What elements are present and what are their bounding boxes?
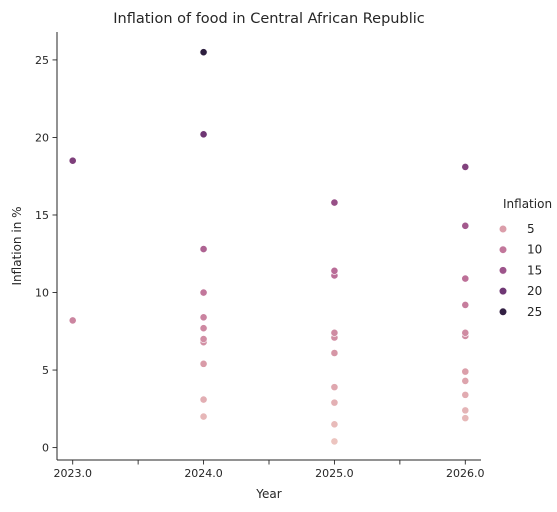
data-point: [461, 274, 470, 283]
data-point: [199, 313, 208, 322]
data-points: [68, 48, 470, 446]
y-tick-label: 10: [35, 287, 49, 300]
data-point: [330, 383, 339, 392]
plot-area: 2023.0 2024.0 2025.0 2026.0 0 5 10 15 20 25: [35, 32, 485, 480]
data-point: [461, 163, 470, 171]
legend-marker: [498, 245, 508, 254]
legend-marker: [498, 266, 508, 275]
legend-label: 20: [527, 284, 542, 298]
chart-title: Inflation of food in Central African Rep…: [113, 11, 425, 27]
y-tick-label: 0: [42, 442, 49, 455]
legend-marker: [498, 224, 508, 234]
y-tick-label: 25: [35, 54, 49, 67]
data-point: [461, 328, 470, 337]
legend-label: 10: [527, 243, 542, 257]
legend: Inflation 5 10 15 20 25: [498, 197, 552, 319]
data-point: [330, 437, 339, 446]
data-point: [330, 198, 339, 207]
x-tick-label: 2023.0: [53, 467, 92, 480]
data-point: [461, 390, 470, 399]
data-point: [461, 367, 470, 376]
data-point: [330, 349, 339, 357]
legend-marker: [498, 287, 508, 296]
data-point: [68, 316, 77, 325]
y-tick-label: 5: [42, 364, 49, 377]
data-point: [199, 412, 208, 421]
x-tick-label: 2025.0: [315, 467, 354, 480]
data-point: [199, 324, 208, 333]
legend-label: 25: [527, 305, 542, 319]
data-point: [199, 359, 208, 368]
data-point: [199, 288, 208, 297]
x-tick-label: 2024.0: [184, 467, 223, 480]
data-point: [461, 414, 470, 423]
y-tick-label: 15: [35, 209, 49, 222]
data-point: [330, 328, 339, 337]
y-axis-label: Inflation in %: [10, 206, 24, 285]
y-tick-label: 20: [35, 131, 49, 144]
x-ticks: 2023.0 2024.0 2025.0 2026.0: [53, 460, 485, 480]
x-axis-label: Year: [255, 487, 281, 501]
data-point: [199, 335, 208, 343]
data-point: [330, 266, 339, 275]
data-point: [461, 301, 470, 309]
legend-title: Inflation: [503, 197, 552, 211]
legend-label: 5: [527, 222, 535, 236]
x-tick-label: 2026.0: [446, 467, 485, 480]
y-ticks: 0 5 10 15 20 25: [35, 54, 57, 455]
data-point: [199, 245, 208, 254]
legend-entries: 5 10 15 20 25: [498, 222, 542, 319]
legend-label: 15: [527, 263, 542, 277]
data-point: [199, 130, 208, 139]
data-point: [199, 48, 208, 57]
data-point: [461, 377, 470, 385]
data-point: [330, 420, 339, 429]
data-point: [461, 221, 470, 230]
data-point: [199, 395, 208, 404]
data-point: [68, 156, 77, 165]
legend-marker: [498, 307, 508, 316]
data-point: [461, 406, 470, 415]
data-point: [330, 398, 339, 407]
